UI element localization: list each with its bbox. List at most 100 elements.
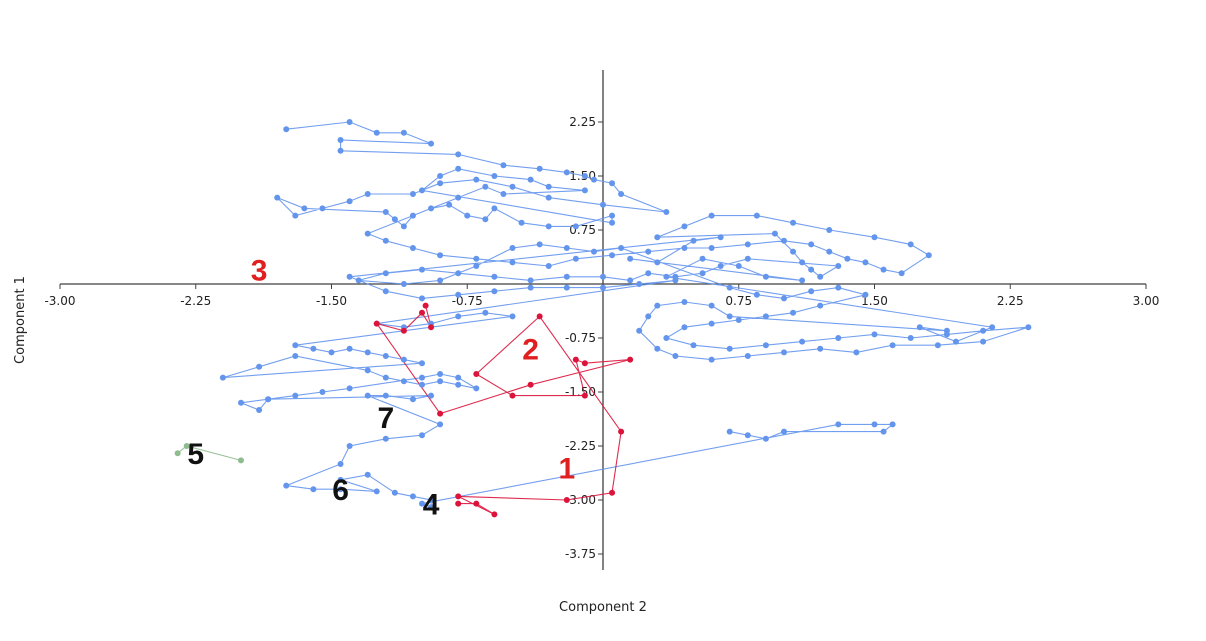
- annotation-label: 3: [251, 254, 268, 287]
- data-point: [409, 493, 416, 500]
- data-point: [382, 374, 389, 381]
- data-point: [391, 489, 398, 496]
- data-point: [274, 194, 281, 201]
- data-point: [509, 259, 516, 266]
- data-point: [437, 410, 444, 417]
- data-point: [871, 234, 878, 241]
- data-point: [943, 327, 950, 334]
- annotation-label: 6: [332, 474, 349, 507]
- data-point: [455, 493, 462, 500]
- data-point: [907, 335, 914, 341]
- data-point: [346, 198, 353, 205]
- data-point: [799, 338, 806, 345]
- data-point: [663, 209, 670, 215]
- data-point: [590, 176, 597, 183]
- data-point: [609, 252, 616, 259]
- data-point: [636, 327, 643, 334]
- data-point: [292, 392, 299, 399]
- data-point: [419, 500, 425, 507]
- data-point: [916, 324, 923, 331]
- data-point: [382, 209, 389, 215]
- data-point: [835, 335, 842, 341]
- data-point: [455, 374, 462, 381]
- data-point: [337, 476, 344, 483]
- data-point: [527, 176, 534, 183]
- data-point: [708, 356, 715, 363]
- data-point: [826, 248, 833, 255]
- data-point: [292, 212, 299, 219]
- data-point: [726, 284, 733, 291]
- data-point: [726, 428, 733, 435]
- data-point: [328, 349, 335, 356]
- data-point: [835, 421, 842, 428]
- y-tick-label: -3.75: [565, 547, 596, 561]
- data-point: [437, 252, 444, 259]
- data-point: [627, 255, 634, 262]
- data-point: [527, 381, 534, 388]
- data-point: [400, 281, 407, 287]
- data-point: [581, 187, 588, 194]
- data-point: [455, 165, 462, 172]
- data-points: [174, 119, 1032, 518]
- data-point: [400, 129, 407, 136]
- data-point: [536, 241, 543, 248]
- data-point: [808, 266, 815, 273]
- data-point: [400, 327, 407, 334]
- x-tick-label: 1.50: [861, 294, 888, 308]
- data-point: [238, 457, 244, 464]
- data-point: [726, 313, 733, 320]
- data-point: [419, 374, 425, 381]
- x-axis-title: Component 2: [559, 600, 647, 615]
- data-point: [382, 270, 389, 277]
- data-point: [400, 356, 407, 363]
- data-point: [545, 183, 552, 190]
- data-point: [889, 342, 896, 349]
- data-point: [455, 381, 462, 388]
- data-point: [681, 223, 688, 230]
- data-point: [627, 356, 634, 363]
- data-point: [862, 291, 869, 298]
- data-point: [717, 263, 724, 269]
- data-point: [473, 371, 480, 377]
- data-point: [219, 374, 226, 381]
- annotation-label: 7: [377, 402, 394, 435]
- data-point: [871, 331, 878, 338]
- data-point: [409, 396, 416, 403]
- x-tick-label: -3.00: [44, 294, 75, 308]
- data-point: [428, 205, 435, 212]
- data-point: [563, 169, 570, 176]
- data-point: [545, 194, 552, 201]
- data-point: [437, 180, 444, 187]
- data-point: [346, 385, 353, 392]
- y-ticks: 2.251.500.75-0.75-1.50-2.25-3.00-3.75: [565, 115, 603, 561]
- annotation-label: 2: [522, 334, 539, 367]
- data-point: [428, 392, 435, 399]
- data-point: [781, 295, 787, 302]
- data-point: [428, 504, 435, 511]
- data-point: [428, 140, 435, 147]
- data-point: [762, 273, 769, 280]
- data-point: [473, 263, 480, 269]
- y-tick-label: -0.75: [565, 331, 596, 345]
- data-point: [690, 237, 697, 244]
- data-point: [590, 248, 597, 255]
- data-point: [952, 338, 959, 345]
- data-point: [609, 212, 616, 219]
- data-point: [337, 486, 344, 493]
- data-point: [781, 349, 787, 356]
- data-point: [907, 241, 914, 248]
- data-point: [654, 259, 661, 266]
- data-point: [183, 443, 190, 449]
- data-point: [609, 180, 616, 187]
- data-point: [283, 126, 290, 133]
- data-point: [654, 302, 661, 309]
- data-point: [536, 165, 543, 172]
- data-point: [871, 421, 878, 428]
- data-point: [382, 237, 389, 244]
- data-point: [373, 129, 380, 136]
- data-point: [835, 263, 842, 269]
- data-point: [473, 385, 480, 392]
- data-point: [808, 288, 815, 295]
- data-point: [346, 273, 353, 280]
- annotation-label: 4: [423, 488, 440, 521]
